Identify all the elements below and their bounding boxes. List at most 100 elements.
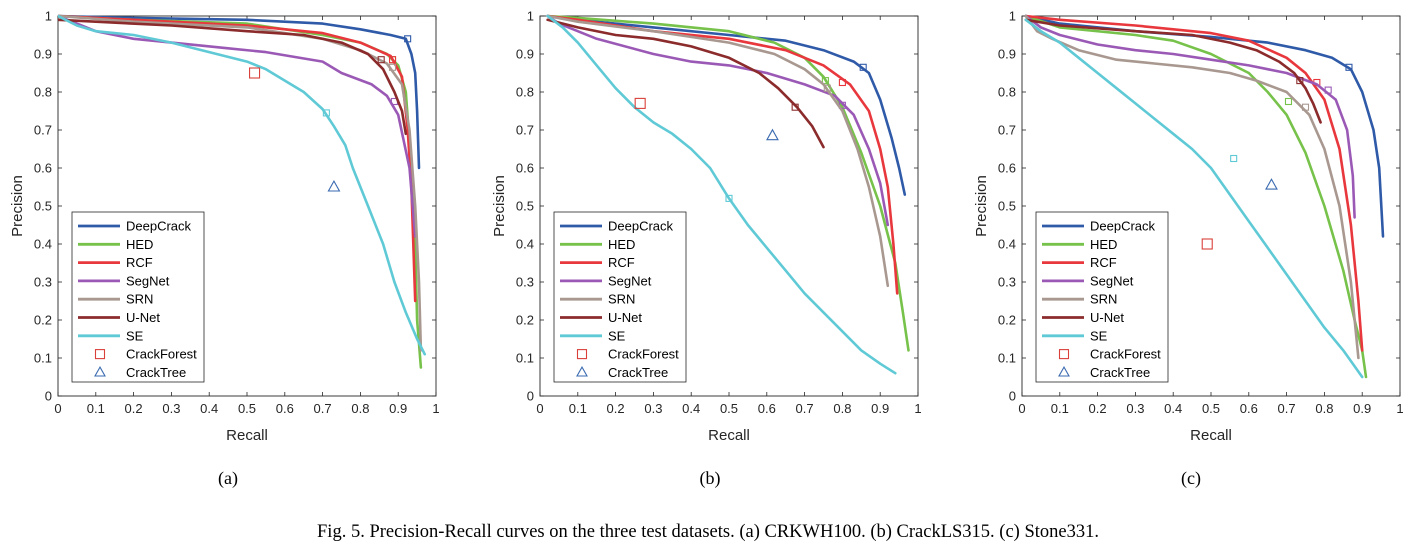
series-marker-hed xyxy=(1284,97,1293,106)
legend-label-segnet: SegNet xyxy=(1090,273,1134,288)
series-line-srn xyxy=(58,14,423,352)
x-tick-label: 0.8 xyxy=(351,401,369,416)
series-line-u-net xyxy=(58,18,408,136)
legend-label-deepcrack: DeepCrack xyxy=(608,219,674,234)
y-tick-label: 0.7 xyxy=(516,123,534,138)
point-crackforest xyxy=(249,67,261,79)
series-line-deepcrack xyxy=(58,14,421,170)
y-tick-label: 0.3 xyxy=(998,275,1016,290)
x-tick-label: 0.9 xyxy=(1353,401,1371,416)
legend-box xyxy=(553,211,687,383)
x-tick-label: 0.8 xyxy=(833,401,851,416)
point-cracktree xyxy=(766,128,779,141)
series-marker-srn xyxy=(823,84,831,92)
legend-label-u-net: U-Net xyxy=(608,310,642,325)
legend-marker-crackforest xyxy=(576,349,588,360)
legend-label-rcf: RCF xyxy=(1090,255,1117,270)
y-tick-label: 1 xyxy=(45,9,52,24)
y-tick-label: 0 xyxy=(527,389,534,404)
legend-label-u-net: U-Net xyxy=(1090,310,1124,325)
legend-label-se: SE xyxy=(1090,328,1108,343)
x-tick-label: 0 xyxy=(54,401,61,416)
x-tick-label: 0.4 xyxy=(1164,401,1182,416)
series-marker-se xyxy=(322,109,330,117)
legend-marker-crackforest xyxy=(94,349,106,360)
legend: DeepCrack HED RCF SegNet SRN U-Net SE CrackFore… xyxy=(1035,211,1169,383)
x-tick-label: 0.2 xyxy=(125,401,143,416)
legend-label-crackforest: CrackForest xyxy=(608,347,679,362)
series-marker-rcf xyxy=(838,78,846,87)
series-marker-hed xyxy=(821,77,829,85)
y-tick-label: 0.5 xyxy=(516,199,534,214)
x-tick-label: 0.7 xyxy=(1278,401,1296,416)
legend-label-se: SE xyxy=(608,328,626,343)
legend-label-crackforest: CrackForest xyxy=(126,347,197,362)
x-tick-label: 0.7 xyxy=(314,401,332,416)
legend-label-hed: HED xyxy=(126,237,153,252)
x-tick-label: 1 xyxy=(914,401,921,416)
legend-label-rcf: RCF xyxy=(126,255,153,270)
x-tick-label: 0.6 xyxy=(1240,401,1258,416)
x-tick-label: 0.5 xyxy=(720,401,738,416)
series-marker-se xyxy=(725,194,733,202)
series-marker-u-net xyxy=(1296,77,1304,85)
y-axis-label: Precision xyxy=(973,175,990,237)
legend-label-cracktree: CrackTree xyxy=(126,365,186,380)
y-tick-label: 0.3 xyxy=(34,275,52,290)
legend-label-cracktree: CrackTree xyxy=(608,365,668,380)
series-line-srn xyxy=(546,14,890,288)
x-axis-label: Recall xyxy=(1190,427,1232,444)
y-tick-label: 0.4 xyxy=(998,237,1016,252)
series-marker-srn xyxy=(388,63,397,71)
x-tick-label: 0.6 xyxy=(276,401,294,416)
y-tick-label: 0.5 xyxy=(34,199,52,214)
series-line-deepcrack xyxy=(546,14,907,196)
x-tick-label: 0.9 xyxy=(871,401,889,416)
x-tick-label: 1 xyxy=(432,401,439,416)
point-crackforest xyxy=(1201,238,1213,250)
legend-marker-cracktree xyxy=(576,365,588,377)
point-cracktree xyxy=(327,179,341,192)
y-tick-label: 0.4 xyxy=(34,237,52,252)
series-line-rcf xyxy=(1024,14,1364,352)
x-tick-label: 0 xyxy=(1018,401,1025,416)
series-marker-rcf xyxy=(388,56,397,64)
chart-panel-3: 0 0.1 0.2 0.3 0.4 0.5 0.6 0.7 0.8 0.9 1 0 0.1 0.2 0.3 0… xyxy=(973,9,1404,490)
series-line-se xyxy=(1024,18,1364,379)
series-line-segnet xyxy=(1024,14,1356,219)
y-tick-label: 0.3 xyxy=(516,275,534,290)
x-tick-label: 0.3 xyxy=(644,401,662,416)
legend-marker-cracktree xyxy=(94,365,106,377)
x-tick-label: 0 xyxy=(536,401,543,416)
series-marker-segnet xyxy=(1324,86,1332,94)
y-axis-label: Precision xyxy=(9,175,26,237)
x-axis-label: Recall xyxy=(226,427,268,444)
legend-label-deepcrack: DeepCrack xyxy=(1090,219,1156,234)
panel-label: (a) xyxy=(218,468,238,489)
x-tick-label: 0.8 xyxy=(1315,401,1333,416)
y-tick-label: 0.8 xyxy=(516,85,534,100)
series-marker-u-net xyxy=(791,103,799,111)
x-tick-label: 0.7 xyxy=(796,401,814,416)
series-marker-deepcrack xyxy=(404,35,412,43)
legend-marker-crackforest xyxy=(1058,349,1070,360)
y-tick-label: 0.7 xyxy=(34,123,52,138)
y-tick-label: 0.6 xyxy=(34,161,52,176)
series-line-se xyxy=(546,14,897,375)
y-tick-label: 0.8 xyxy=(998,85,1016,100)
legend-label-segnet: SegNet xyxy=(608,273,652,288)
y-tick-label: 0.7 xyxy=(998,123,1016,138)
y-tick-label: 0.2 xyxy=(516,313,534,328)
series-line-u-net xyxy=(546,18,825,149)
legend-label-u-net: U-Net xyxy=(126,310,160,325)
x-tick-label: 0.4 xyxy=(682,401,700,416)
legend-box xyxy=(1035,211,1169,383)
plot-series xyxy=(546,14,910,375)
x-axis-label: Recall xyxy=(708,427,750,444)
y-tick-label: 0.9 xyxy=(34,47,52,62)
legend-label-hed: HED xyxy=(1090,237,1117,252)
x-tick-label: 0.1 xyxy=(87,401,105,416)
y-tick-label: 0.1 xyxy=(34,351,52,366)
y-tick-label: 0.1 xyxy=(516,351,534,366)
